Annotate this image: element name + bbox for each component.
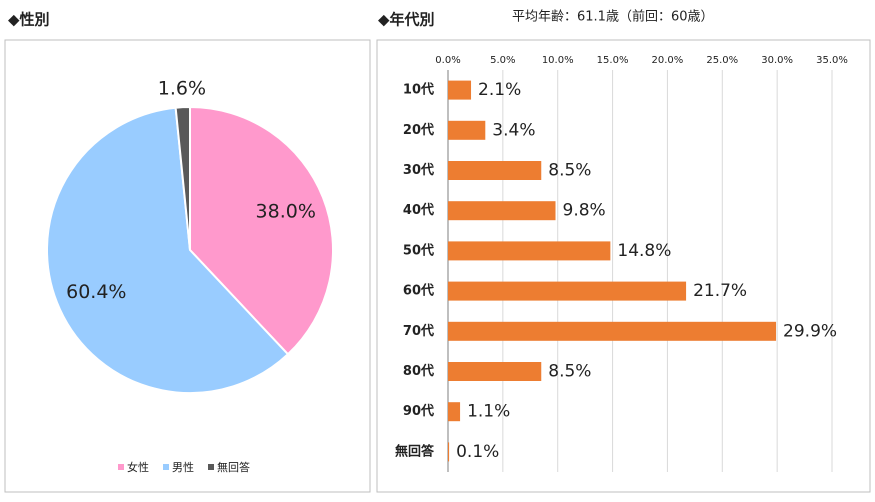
bar-value-label: 1.1% <box>467 402 510 422</box>
y-tick-label: 60代 <box>403 283 434 299</box>
bar-value-label: 0.1% <box>456 442 499 462</box>
bar-value-label: 8.5% <box>548 161 591 181</box>
bar <box>448 80 472 100</box>
bar <box>448 442 450 462</box>
pie-label: 1.6% <box>158 78 206 100</box>
x-tick-label: 35.0% <box>816 55 848 66</box>
bar-panel <box>376 39 871 493</box>
bar-value-label: 14.8% <box>617 241 671 261</box>
pie-slice <box>174 105 191 251</box>
y-tick-label: 50代 <box>403 242 434 258</box>
bar <box>448 402 461 422</box>
bar <box>448 120 486 140</box>
bar-value-label: 9.8% <box>563 201 606 221</box>
pie-label: 60.4% <box>66 281 126 303</box>
bar-value-label: 29.9% <box>783 321 837 341</box>
x-tick-label: 5.0% <box>490 55 515 66</box>
y-tick-label: 20代 <box>403 122 434 138</box>
y-tick-label: 70代 <box>403 323 434 339</box>
bar-subtitle: 平均年齢：61.1歳（前回：60歳） <box>512 9 714 25</box>
bar-value-label: 2.1% <box>478 80 521 100</box>
bar-value-label: 3.4% <box>492 120 535 140</box>
x-tick-label: 30.0% <box>761 55 793 66</box>
y-tick-label: 10代 <box>403 82 434 98</box>
bar <box>448 321 777 341</box>
legend-swatch <box>208 464 214 470</box>
legend-swatch <box>118 464 124 470</box>
bar <box>448 281 687 301</box>
y-tick-label: 80代 <box>403 363 434 379</box>
bar <box>448 201 556 221</box>
bar-value-label: 8.5% <box>548 362 591 382</box>
bar <box>448 161 542 180</box>
legend-swatch <box>163 464 169 470</box>
x-tick-label: 20.0% <box>652 55 684 66</box>
y-tick-label: 40代 <box>403 202 434 218</box>
legend-label: 男性 <box>172 460 194 474</box>
y-tick-label: 90代 <box>403 403 434 419</box>
x-tick-label: 25.0% <box>706 55 738 66</box>
x-tick-label: 10.0% <box>542 55 574 66</box>
bar-title: ◆年代別 <box>378 11 435 29</box>
y-tick-label: 無回答 <box>395 443 435 459</box>
legend-label: 女性 <box>127 460 149 474</box>
legend-label: 無回答 <box>217 460 250 474</box>
pie-slice <box>189 105 334 356</box>
pie-title: ◆性別 <box>8 11 50 29</box>
bar <box>448 362 542 381</box>
bar <box>448 241 611 261</box>
pie-slice <box>46 106 290 394</box>
x-tick-label: 0.0% <box>435 55 460 66</box>
pie-label: 38.0% <box>256 201 316 223</box>
y-tick-label: 30代 <box>403 162 434 178</box>
x-tick-label: 15.0% <box>597 55 629 66</box>
bar-value-label: 21.7% <box>693 281 747 301</box>
